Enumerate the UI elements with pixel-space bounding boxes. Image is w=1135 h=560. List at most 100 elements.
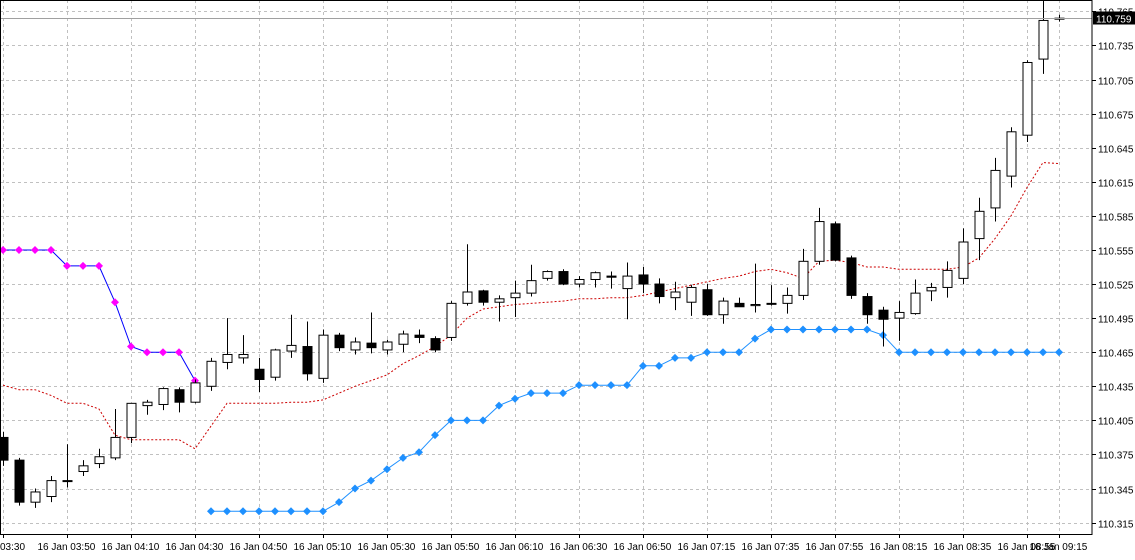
candle-body-up [590,272,601,280]
indicator-point-1 [655,361,663,370]
candle [254,357,265,392]
candle [862,293,873,324]
candle [78,460,89,477]
candle [878,306,889,347]
candle [14,457,25,506]
indicator-point-1 [543,389,551,398]
candle-body-up [974,210,985,240]
candle-body-down [302,346,313,375]
candle [446,301,457,341]
indicator-point-1 [671,353,679,362]
indicator-point-1 [255,507,263,516]
y-tick-label: 110.645 [1098,145,1134,156]
candle-body-up [270,349,281,378]
candle-body-down [702,289,713,316]
indicator-point-0 [159,348,167,357]
x-tick-label: 16 Jan 09:15 [1030,542,1088,553]
candle-body-up [1022,61,1033,136]
candle [62,444,73,488]
chart-frame [0,0,1093,535]
indicator-point-1 [607,381,615,390]
candle [558,269,569,286]
candle [126,402,137,444]
indicator-point-1 [399,453,407,462]
candle-body-down [846,257,857,296]
indicator-point-1 [767,325,775,334]
x-tick-label: 16 Jan 08:15 [870,542,928,553]
candle [846,255,857,299]
candle [478,289,489,306]
candle-body-up [462,291,473,304]
candle [206,357,217,391]
y-tick-label: 110.705 [1098,77,1134,88]
indicator-point-0 [79,261,87,270]
indicator-point-0 [47,245,55,254]
candle-body-down [654,283,665,298]
x-tick-label: 16 Jan 04:10 [102,542,160,553]
candle [382,339,393,355]
candle-body-up [318,334,329,379]
candle-body-up [958,241,969,279]
candle [990,157,1001,222]
candle-body-up [894,311,905,319]
candle-body-up [494,298,505,303]
candle [702,284,713,316]
candle [414,329,425,344]
candle-body-up [222,353,233,363]
indicator-layer [0,161,1063,516]
candle-body-up [798,260,809,296]
candle [30,488,41,508]
candle-body-down [174,389,185,403]
candle-body-down [558,271,569,285]
candle [510,280,521,317]
candle [318,329,329,383]
candle [910,279,921,315]
indicator-point-1 [863,325,871,334]
candle-body-up [526,280,537,294]
indicator-point-1 [287,507,295,516]
candle-body-up [382,341,393,351]
indicator-point-1 [495,401,503,410]
candle [190,379,201,404]
x-tick-label: 16 Jan 08:35 [934,542,992,553]
candle-body-up [30,491,41,503]
candle-body-down [606,275,617,278]
indicator-point-1 [1023,348,1031,357]
indicator-point-1 [943,348,951,357]
indicator-point-1 [799,325,807,334]
indicator-point-1 [815,325,823,334]
indicator-point-1 [431,431,439,440]
indicator-point-1 [719,348,727,357]
candle-body-down [14,459,25,503]
indicator-point-1 [463,416,471,425]
x-tick-label: 16 Jan 03:50 [38,542,96,553]
candle [622,262,633,320]
candle [686,285,697,316]
indicator-point-1 [687,353,695,362]
candle-body-up [510,292,521,299]
indicator-point-1 [975,348,983,357]
candle [654,278,665,304]
candle-body-up [750,303,761,307]
candle-body-up [158,388,169,405]
candle-body-up [206,360,217,387]
candle-body-up [990,169,1001,209]
y-tick-label: 110.375 [1098,451,1134,462]
indicator-point-0 [127,342,135,351]
indicator-point-1 [1055,348,1063,357]
candle [1006,127,1017,188]
candle [302,321,313,381]
candle-body-up [766,302,777,305]
indicator-point-1 [447,416,455,425]
indicator-point-0 [111,298,119,307]
indicator-point-1 [527,389,535,398]
candle [142,399,153,415]
indicator-point-1 [335,498,343,507]
candle-body-down [478,290,489,303]
indicator-point-1 [367,476,375,485]
indicator-point-1 [751,334,759,343]
candle-layer [0,0,1065,508]
candle [398,330,409,353]
candle [606,271,617,289]
indicator-point-0 [175,348,183,357]
